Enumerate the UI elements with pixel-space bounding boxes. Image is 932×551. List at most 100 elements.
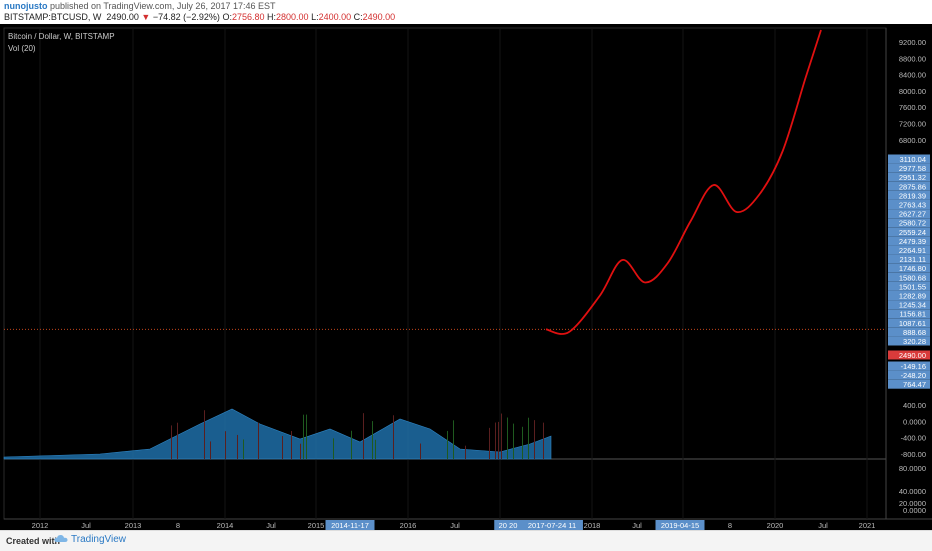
volume-bar [258, 422, 259, 459]
price-chart[interactable]: Bitcoin / Dollar, W, BITSTAMP Vol (20) 9… [0, 24, 932, 530]
price-highlight-label-tag [888, 227, 930, 237]
volume-bar [420, 443, 421, 459]
close-value: 2490.00 [362, 12, 396, 22]
volume-bar [393, 415, 394, 459]
volume-area [3, 408, 552, 460]
indicator-tick-label: 0.0000 [903, 506, 926, 515]
time-tick-label: Jul [818, 521, 828, 530]
author-link[interactable]: nunojusto [4, 1, 48, 11]
projection-curve[interactable] [545, 29, 822, 335]
price-highlight-label-tag [888, 245, 930, 255]
symbol-label: BITSTAMP:BTCUSD, W [4, 12, 102, 22]
volume-bar [543, 422, 544, 459]
time-tick-label: 2014-11-17 [331, 521, 369, 530]
price-axis[interactable]: 9200.00 8800.00 8400.00 8000.00 7600.00 7200.… [888, 38, 930, 459]
change-value: −74.82 (−2.92%) [152, 12, 220, 22]
volume-bar [237, 434, 238, 459]
price-highlight-label: 1746.80 [899, 264, 926, 273]
price-highlight-label-tag [888, 263, 930, 273]
last-price-label-tag [888, 350, 930, 360]
time-tick-label: Jul [632, 521, 642, 530]
volume-bar [177, 422, 178, 459]
price-tick-label: -400.00 [901, 434, 926, 443]
time-tick-label: 2018 [584, 521, 601, 530]
price-highlight-label: -149.16 [901, 362, 926, 371]
price-highlight-label: 1245.34 [899, 301, 926, 310]
price-highlight-label: 1580.68 [899, 273, 926, 282]
volume-bar [303, 414, 304, 459]
indicator-tick-label: 20.0000 [899, 499, 926, 508]
price-highlight-label-tag [888, 200, 930, 209]
price-highlight-label-tag [888, 172, 930, 182]
volume-bars [171, 410, 544, 459]
created-with-label: Created with [6, 536, 61, 546]
price-highlight-label: 2875.86 [899, 182, 926, 191]
time-highlight-tag [521, 520, 583, 530]
price-highlight-label-tag [888, 361, 930, 371]
price-highlight-label: 1282.89 [899, 292, 926, 301]
volume-bar [528, 417, 529, 459]
volume-bar [465, 445, 466, 459]
time-tick-label: 2017-07-24 11 [528, 521, 576, 530]
price-highlight-label: 1087.61 [899, 319, 926, 328]
time-tick-label: 8 [176, 521, 180, 530]
tradingview-cloud-icon [54, 535, 68, 542]
price-tick-label: 7600.00 [899, 103, 926, 112]
price-highlight-label: 2131.11 [899, 255, 926, 264]
volume-bar [300, 443, 301, 459]
price-highlight-label-tag [888, 379, 930, 389]
price-highlight-label: -248.20 [901, 371, 926, 380]
volume-bar [498, 421, 499, 459]
price-highlight-label: 2763.43 [899, 201, 926, 210]
price-highlight-label-tag [888, 218, 930, 228]
chart-title: Bitcoin / Dollar, W, BITSTAMP [8, 32, 115, 41]
time-tick-label: 8 [728, 521, 732, 530]
time-tick-label: 2020 [767, 521, 784, 530]
low-value: 2400.00 [318, 12, 352, 22]
volume-bar [375, 439, 376, 459]
price-highlight-label-tag [888, 236, 930, 246]
volume-bar [225, 431, 226, 459]
volume-bar [453, 420, 454, 459]
volume-bar [489, 427, 490, 459]
price-tick-label: 8000.00 [899, 87, 926, 96]
time-axis[interactable]: 2012 Jul 2013 8 2014 Jul 2015 2014-11-17 2016 Jul… [32, 520, 876, 530]
time-tick-label: 2016 [400, 521, 417, 530]
price-tick-label: -800.00 [901, 450, 926, 459]
price-highlight-label-tag [888, 291, 930, 300]
price-highlight-label: 2264.91 [899, 246, 926, 255]
price-highlight-label-tag [888, 190, 930, 200]
chart-background [0, 24, 932, 530]
indicator-tick-label: 40.0000 [899, 487, 926, 496]
price-tick-label: 0.0000 [903, 417, 926, 426]
price-highlight-label: 888.68 [903, 328, 926, 337]
price-highlight-label-tag [888, 300, 930, 310]
chart-header: nunojusto published on TradingView.com, … [0, 0, 932, 24]
time-highlight-tag [325, 520, 375, 530]
volume-bar [507, 417, 508, 459]
volume-bar [513, 423, 514, 459]
price-highlight-label-tag [888, 272, 930, 282]
price-highlight-label: 2559.24 [899, 228, 926, 237]
time-highlight-tag [494, 520, 522, 530]
change-down-icon: ▼ [141, 12, 151, 22]
price-highlight-label-tag [888, 370, 930, 380]
price-tick-label: 7200.00 [899, 120, 926, 129]
published-text: published on TradingView.com, July 26, 2… [50, 1, 276, 11]
open-value: 2756.80 [231, 12, 265, 22]
volume-bar [522, 426, 523, 459]
price-highlight-label-tag [888, 309, 930, 319]
price-highlight-label-tag [888, 254, 930, 264]
volume-bar [447, 430, 448, 459]
time-tick-label: Jul [81, 521, 91, 530]
price-highlight-label-tag [888, 163, 930, 173]
price-highlight-label-tag [888, 209, 930, 219]
price-highlight-label: 2977.58 [899, 164, 926, 173]
volume-bar [534, 420, 535, 459]
tradingview-brand[interactable]: TradingView [54, 534, 126, 545]
ohlc-line: BITSTAMP:BTCUSD, W 2490.00 ▼ −74.82 (−2.… [4, 12, 395, 22]
price-highlight-label: 320.28 [903, 337, 926, 346]
volume-bar [306, 414, 307, 459]
volume-bar [372, 421, 373, 459]
